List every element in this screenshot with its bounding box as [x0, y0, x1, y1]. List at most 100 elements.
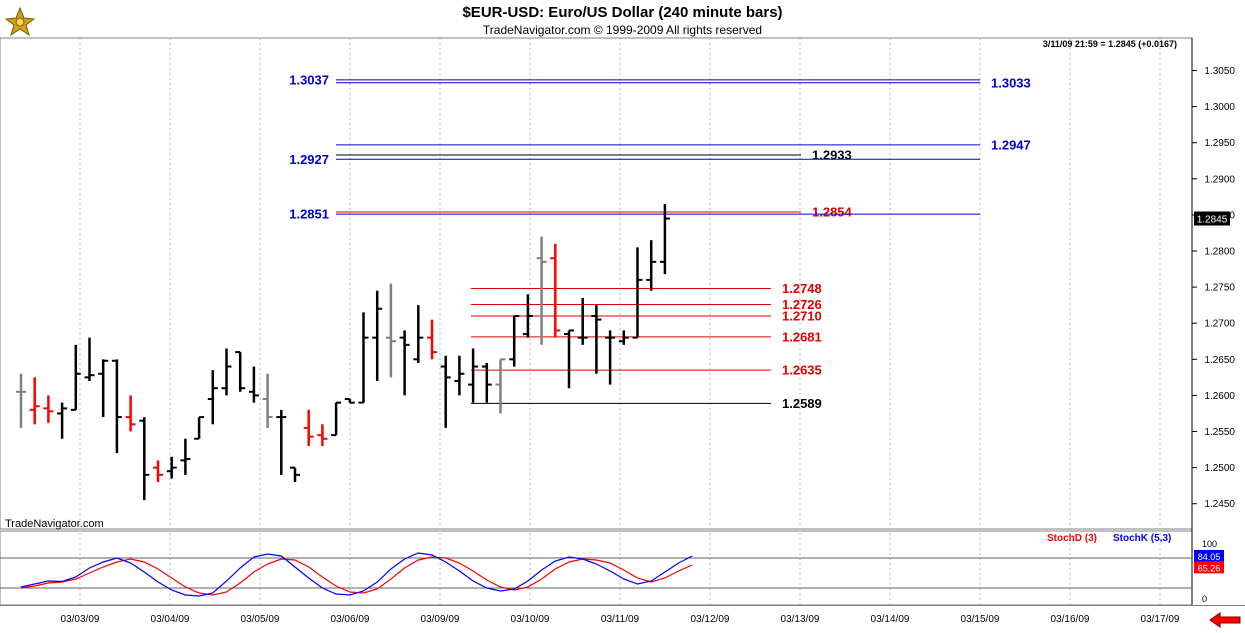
price-bar: [153, 460, 163, 483]
stochd-value-tag: [1194, 561, 1224, 574]
price-bar: [16, 373, 26, 428]
level-label: 1.2710: [782, 308, 822, 323]
level-label: 1.2851: [289, 207, 329, 222]
x-tick-label: 03/10/09: [511, 614, 550, 625]
price-bar: [98, 359, 109, 418]
price-bar: [235, 351, 246, 392]
price-bar: [43, 395, 54, 423]
level-label: 1.2635: [782, 363, 822, 378]
y-tick-label: 1.2450: [1204, 499, 1235, 510]
price-bar: [262, 373, 273, 428]
price-bar: [618, 330, 629, 345]
x-tick-label: 03/14/09: [871, 614, 910, 625]
level-label: 1.2589: [782, 396, 822, 411]
x-tick-label: 03/09/09: [421, 614, 460, 625]
price-bar: [399, 330, 410, 396]
price-bar: [303, 409, 314, 446]
level-label: 1.3033: [991, 75, 1031, 90]
stochk-value-label: 84.05: [1198, 552, 1221, 562]
price-bar: [70, 344, 81, 411]
price-bar: [454, 355, 465, 396]
price-bar: [290, 466, 300, 483]
price-bar: [139, 417, 150, 501]
price-bar: [207, 370, 218, 425]
x-tick-label: 03/15/09: [961, 614, 1000, 625]
price-bar: [577, 297, 588, 345]
price-bar: [646, 240, 657, 291]
price-bar: [372, 290, 383, 381]
price-bar: [591, 305, 602, 374]
price-bar: [276, 409, 287, 475]
y-tick-label: 1.2500: [1204, 463, 1235, 474]
price-bar: [331, 401, 342, 437]
x-tick-label: 03/06/09: [331, 614, 370, 625]
level-label: 1.2726: [782, 297, 822, 312]
price-bar: [194, 416, 205, 440]
x-tick-label: 03/04/09: [151, 614, 190, 625]
x-tick-label: 03/03/09: [61, 614, 100, 625]
y-tick-label: 1.2600: [1204, 391, 1235, 402]
price-bar: [550, 243, 561, 338]
tradenavigator-logo-icon: [4, 5, 36, 37]
price-bar: [536, 236, 547, 345]
x-tick-label: 03/16/09: [1051, 614, 1090, 625]
price-bar: [358, 312, 369, 404]
y-tick-label: 1.2700: [1204, 319, 1235, 330]
price-bar: [495, 358, 506, 414]
price-bar: [427, 319, 437, 360]
level-label: 1.2854: [812, 205, 853, 220]
stoch-y-label: 0: [1202, 594, 1207, 604]
price-bar: [29, 377, 40, 425]
watermark-text: TradeNavigator.com: [5, 518, 104, 530]
y-tick-label: 1.2900: [1204, 174, 1235, 185]
x-tick-label: 03/13/09: [781, 614, 820, 625]
price-bar: [468, 348, 479, 403]
x-tick-label: 03/12/09: [691, 614, 730, 625]
y-tick-label: 1.2750: [1204, 283, 1235, 294]
price-bar: [564, 329, 574, 389]
price-bar: [125, 395, 136, 432]
y-tick-label: 1.2800: [1204, 247, 1235, 258]
price-bar: [344, 398, 355, 404]
y-tick-label: 1.2650: [1204, 355, 1235, 366]
price-bar: [84, 337, 95, 381]
stochd-value-label: 65.26: [1198, 563, 1221, 573]
y-tick-label: 1.2950: [1204, 138, 1235, 149]
x-tick-label: 03/05/09: [241, 614, 280, 625]
scroll-left-arrow-icon[interactable]: [1208, 612, 1242, 628]
price-bar: [248, 366, 259, 403]
x-tick-label: 03/17/09: [1141, 614, 1180, 625]
stoch-y-label: 100: [1202, 539, 1217, 549]
level-label: 1.2927: [289, 152, 329, 167]
last-price-label: 1.2845: [1197, 215, 1228, 226]
stochk-line: [20, 552, 693, 597]
price-bar: [659, 204, 670, 275]
copyright-text: TradeNavigator.com © 1999-2009 All right…: [482, 23, 763, 37]
level-label: 1.2748: [782, 281, 822, 296]
level-label: 1.2947: [991, 137, 1031, 152]
last-quote-text: 3/11/09 21:59 = 1.2845 (+0.0167): [1042, 39, 1177, 49]
price-bar: [57, 402, 68, 439]
price-bar: [221, 348, 232, 396]
chart-title: $EUR-USD: Euro/US Dollar (240 minute bar…: [462, 4, 783, 21]
level-label: 1.2933: [812, 147, 852, 162]
price-bar: [413, 305, 424, 363]
last-price-tag: [1194, 211, 1230, 226]
level-label: 1.3037: [289, 72, 329, 87]
stochk-value-tag: [1194, 549, 1224, 562]
stochd-legend: StochD (3): [1047, 533, 1097, 544]
price-bar: [509, 314, 520, 367]
price-bar: [481, 362, 492, 403]
price-bar: [632, 247, 643, 339]
price-bar: [317, 424, 328, 446]
y-tick-label: 1.3050: [1204, 66, 1235, 77]
level-label: 1.2681: [782, 329, 822, 344]
price-bar: [522, 294, 533, 338]
y-tick-label: 1.3000: [1204, 102, 1235, 113]
stochk-legend: StochK (5,3): [1113, 533, 1172, 544]
price-bar: [385, 283, 396, 378]
y-tick-label: 1.2550: [1204, 427, 1235, 438]
price-bar: [166, 456, 177, 479]
